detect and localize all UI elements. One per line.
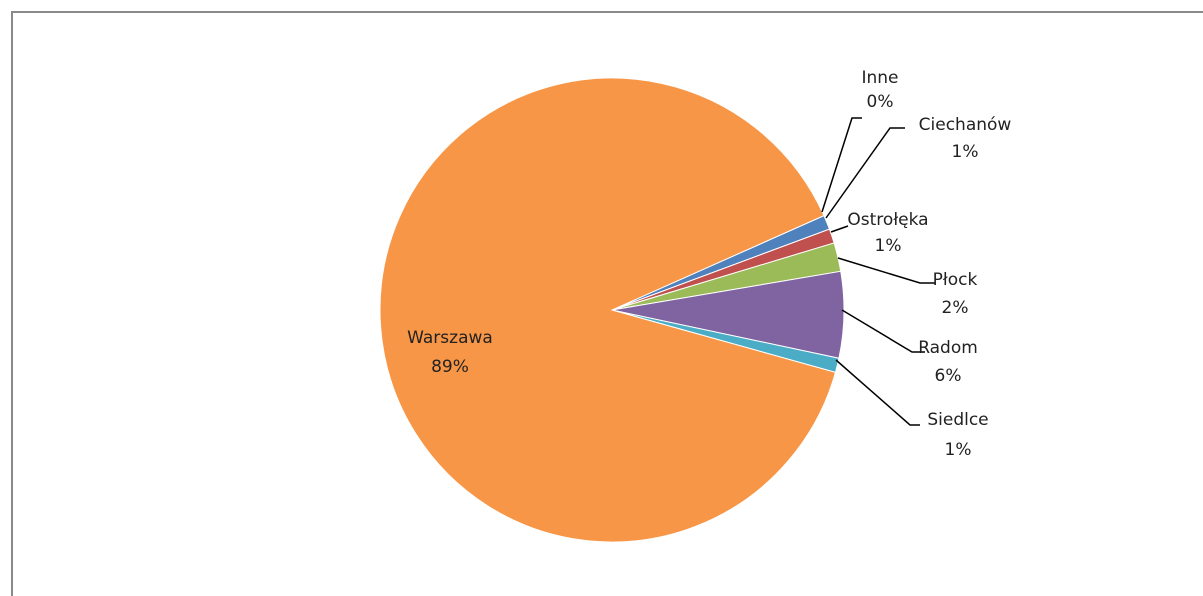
leader-line [837,257,935,284]
slice-label: Ostrołęka [847,210,928,230]
slice-label: Radom [918,338,978,358]
slice-label: Inne [861,68,898,88]
slice-label: Siedlce [927,410,988,430]
slice-label: Warszawa [407,328,493,348]
leader-line [830,225,849,233]
leader-line [835,359,920,426]
slice-value-label: 1% [875,236,902,256]
slice-value-label: 0% [867,92,894,112]
leader-line [825,127,905,219]
slice-label: Ciechanów [919,115,1012,135]
pie-slice [379,77,837,543]
slice-value-label: 6% [935,366,962,386]
slice-value-label: 1% [945,440,972,460]
slice-value-label: 89% [431,357,469,377]
slice-value-label: 2% [942,298,969,318]
slice-value-label: 1% [952,142,979,162]
slice-label: Płock [933,270,978,290]
leader-line [821,117,862,213]
leader-line [841,309,925,353]
